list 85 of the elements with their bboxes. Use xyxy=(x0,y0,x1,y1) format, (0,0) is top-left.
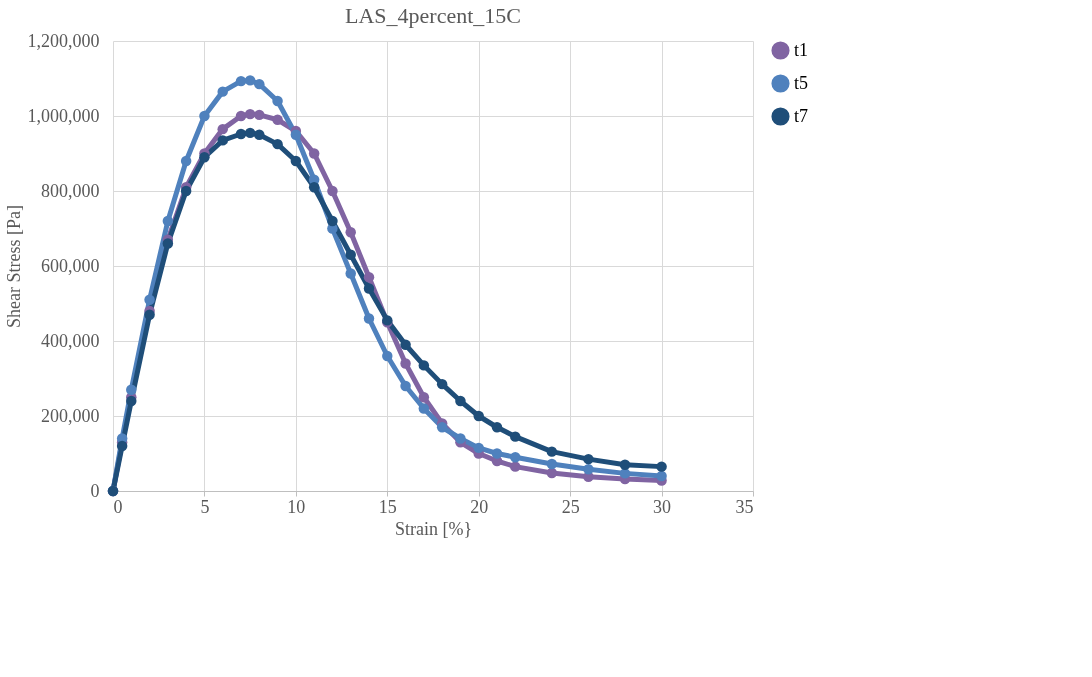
point xyxy=(583,464,594,475)
legend-label: t5 xyxy=(794,72,809,93)
point xyxy=(583,453,594,465)
point xyxy=(290,129,302,140)
point xyxy=(272,95,283,107)
x-axis-title: Strain [%} xyxy=(394,518,473,539)
point xyxy=(244,127,256,139)
point xyxy=(510,461,521,472)
y-tick-label: 0 xyxy=(90,480,100,501)
point xyxy=(491,448,503,459)
point xyxy=(126,395,137,407)
point xyxy=(546,467,558,479)
point xyxy=(363,272,375,283)
point xyxy=(473,410,484,422)
point xyxy=(199,110,210,122)
legend-label: t7 xyxy=(794,105,809,126)
y-tick-label: 1,200,000 xyxy=(27,30,100,51)
point xyxy=(345,268,356,279)
y-tick-label: 600,000 xyxy=(41,255,100,276)
point xyxy=(116,440,128,452)
point xyxy=(400,380,411,392)
y-tick-label: 1,000,000 xyxy=(27,105,100,126)
point xyxy=(510,431,521,442)
point xyxy=(199,152,210,163)
point xyxy=(235,128,247,140)
point xyxy=(382,350,393,362)
point xyxy=(308,182,320,193)
chart-title: LAS_4percent_15C xyxy=(345,3,521,28)
point xyxy=(546,458,558,470)
point xyxy=(244,75,256,86)
point xyxy=(327,185,338,197)
point xyxy=(235,110,247,122)
point xyxy=(235,75,247,87)
point xyxy=(400,339,411,350)
y-axis-title: Shear Stress [Pa] xyxy=(3,205,24,328)
point xyxy=(510,452,521,463)
point xyxy=(144,294,155,305)
point xyxy=(418,392,430,403)
point xyxy=(436,378,448,390)
legend-label: t1 xyxy=(794,39,809,60)
point xyxy=(290,155,302,167)
point xyxy=(254,109,265,121)
point xyxy=(272,114,283,125)
point xyxy=(254,78,265,90)
x-tick-label: 20 xyxy=(470,496,489,517)
point xyxy=(217,86,228,97)
point xyxy=(619,459,631,470)
point xyxy=(126,384,137,395)
point xyxy=(473,442,484,454)
point xyxy=(656,461,667,472)
point xyxy=(180,185,192,197)
x-tick-label: 15 xyxy=(378,496,397,517)
point xyxy=(546,446,558,457)
point xyxy=(436,422,448,433)
point xyxy=(180,155,192,167)
point xyxy=(491,422,503,433)
point xyxy=(656,470,667,482)
point xyxy=(363,283,375,294)
point xyxy=(345,249,356,260)
point xyxy=(162,215,174,227)
point xyxy=(217,135,228,146)
x-tick-label: 30 xyxy=(653,496,672,517)
point xyxy=(254,129,265,140)
x-tick-label: 25 xyxy=(561,496,580,517)
point xyxy=(345,227,356,238)
point xyxy=(455,433,466,444)
y-tick-label: 200,000 xyxy=(41,405,100,426)
x-tick-label: 0 xyxy=(113,496,123,517)
point xyxy=(272,138,283,150)
y-tick-label: 800,000 xyxy=(41,180,100,201)
point xyxy=(244,108,256,120)
x-tick-label: 10 xyxy=(287,496,306,517)
x-tick-label: 5 xyxy=(200,496,210,517)
point xyxy=(418,403,430,414)
point xyxy=(418,360,430,371)
point xyxy=(363,313,375,324)
x-tick-label: 35 xyxy=(735,496,754,517)
y-tick-label: 400,000 xyxy=(41,330,100,351)
point xyxy=(144,309,155,320)
point xyxy=(217,123,228,135)
point xyxy=(162,238,174,249)
point xyxy=(455,395,466,407)
point xyxy=(400,358,411,369)
point xyxy=(327,215,338,227)
point xyxy=(308,148,320,159)
